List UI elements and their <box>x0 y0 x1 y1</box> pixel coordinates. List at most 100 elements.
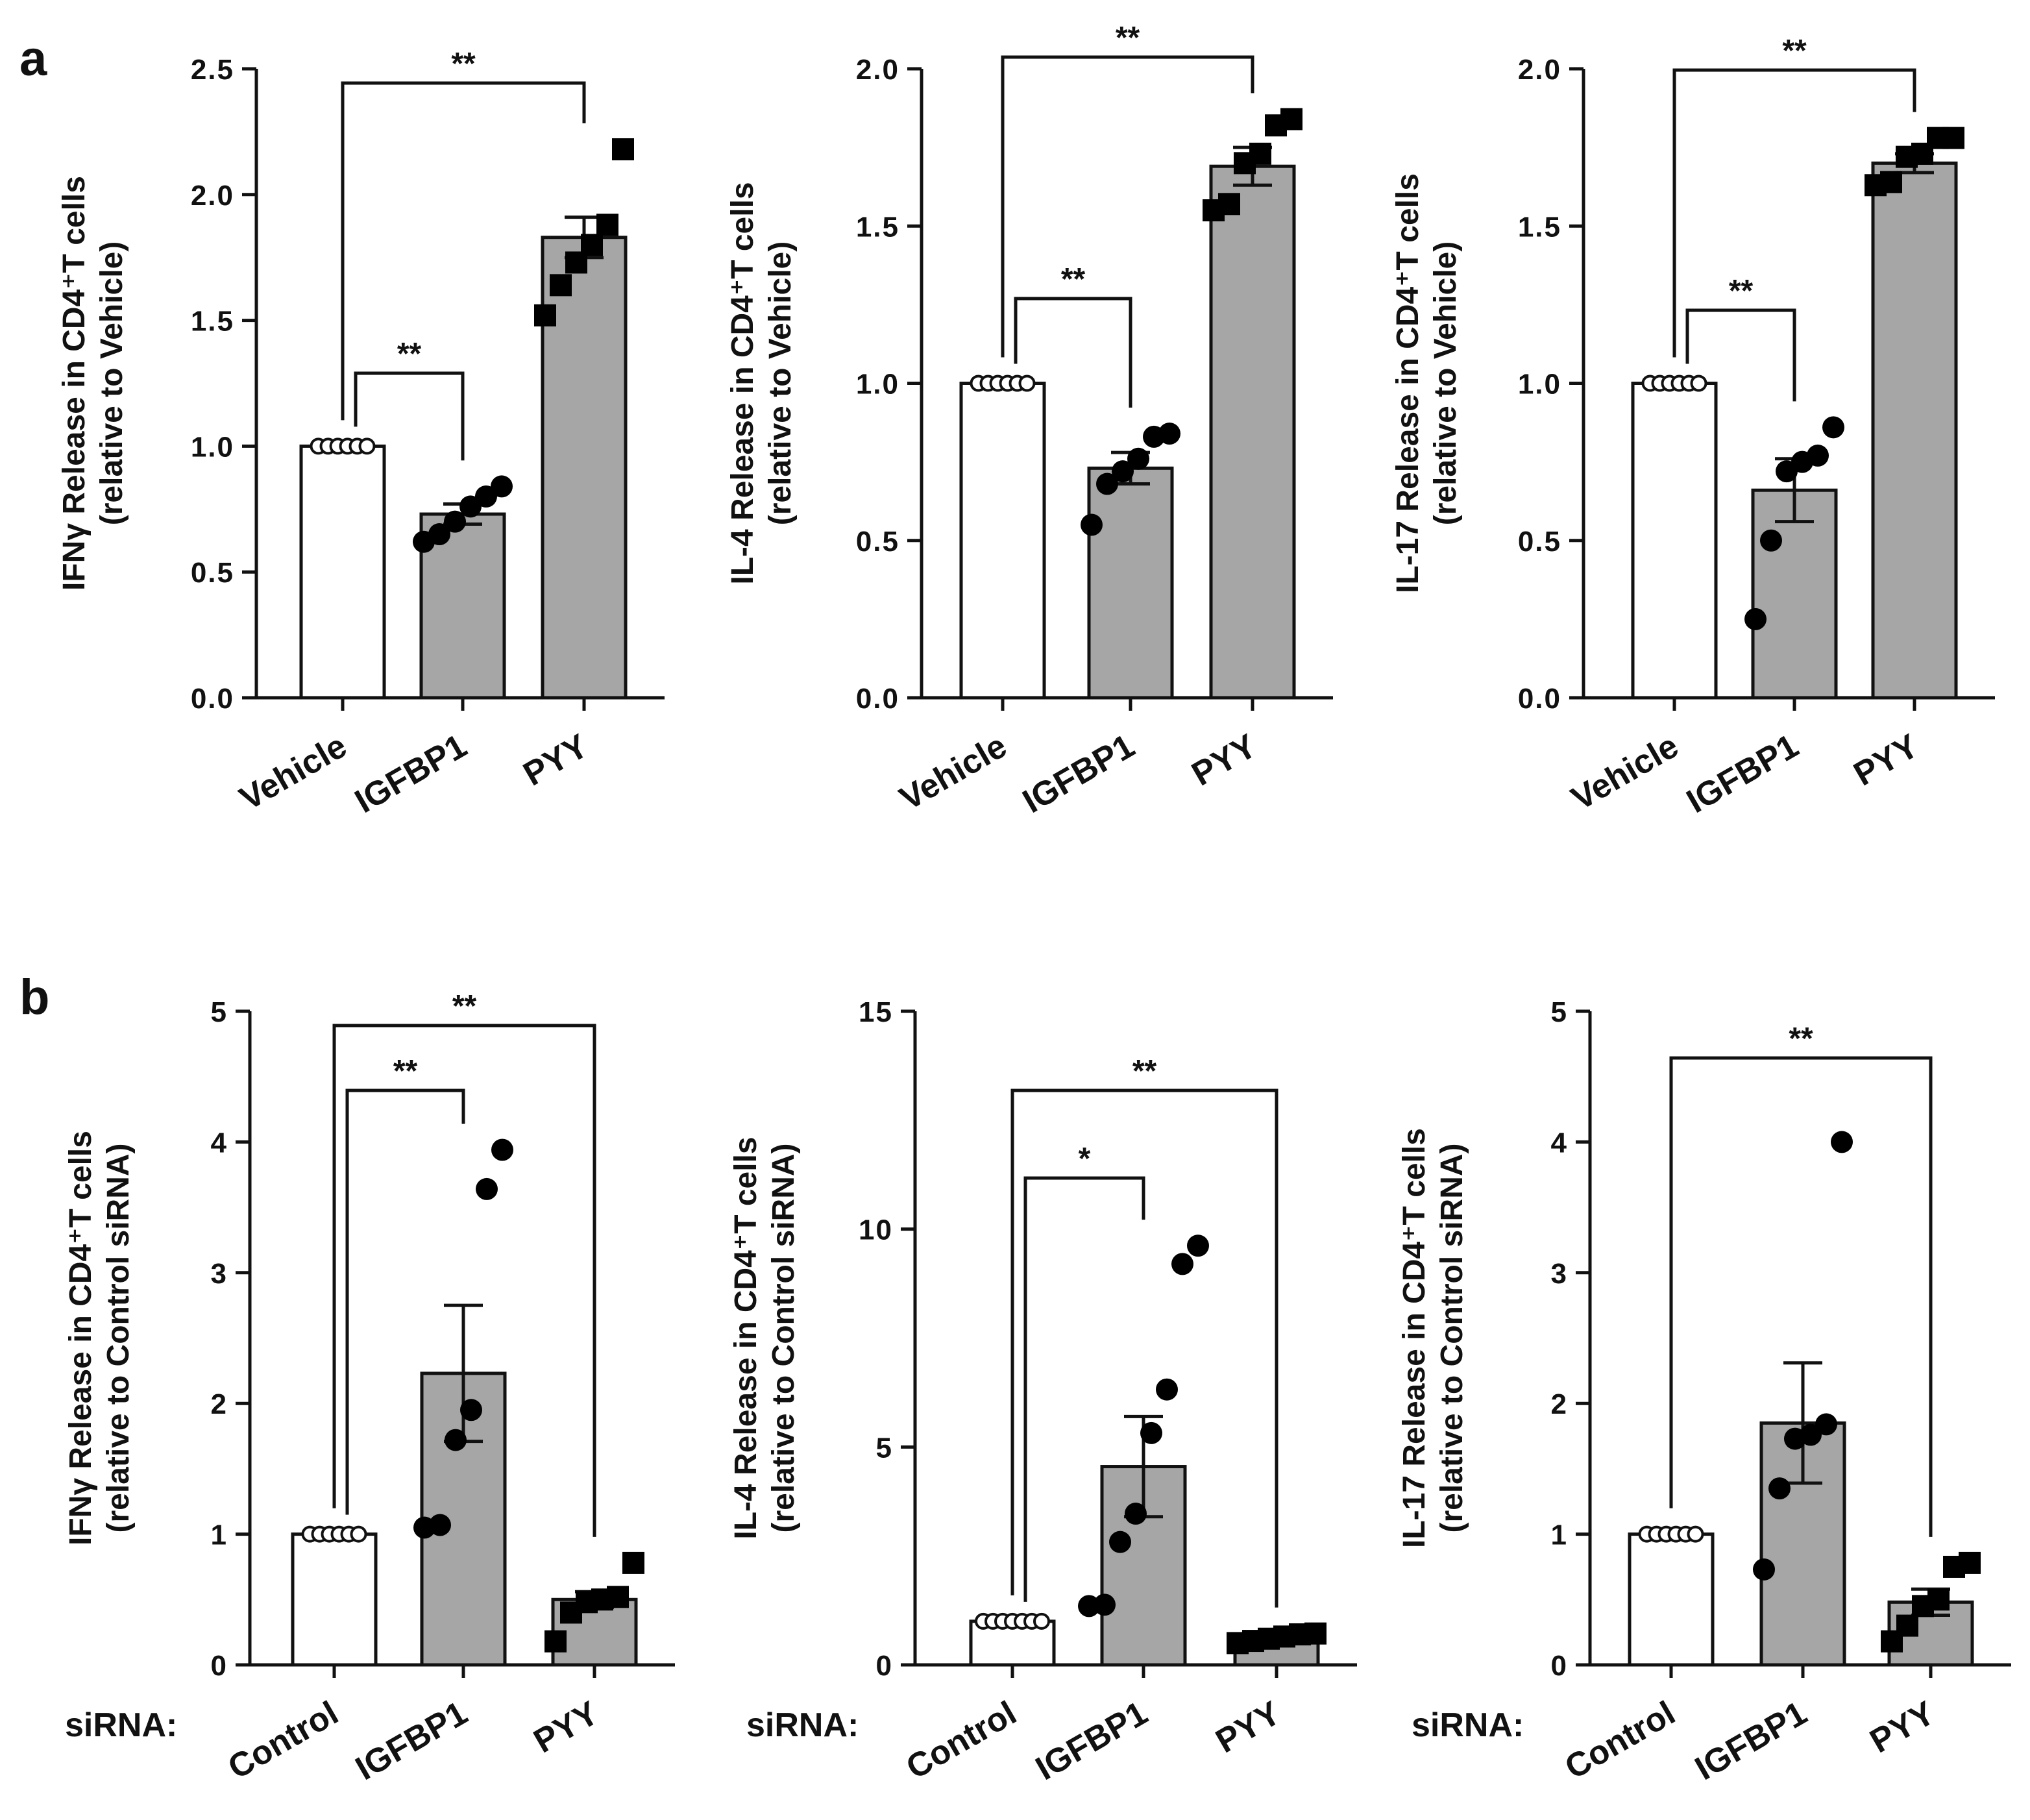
data-point <box>491 475 513 498</box>
category-label: IGFBP1 <box>349 727 473 820</box>
y-axis-label: (relative to Vehicle) <box>763 241 798 526</box>
y-tick-label: 1 <box>1551 1519 1568 1551</box>
significance-label: ** <box>1132 1054 1157 1088</box>
chart-6: 0 1 2 3 4 5 IL-17 Release in CD4⁺T cells (relat… <box>1397 996 2011 1788</box>
data-point <box>1753 1558 1775 1580</box>
y-tick-label: 1.5 <box>1518 211 1561 243</box>
category-prefix: siRNA: <box>1412 1706 1524 1744</box>
category-label: IGFBP1 <box>1029 1694 1154 1788</box>
y-tick-label: 1.5 <box>856 211 899 243</box>
category-label: PYY <box>528 1694 605 1760</box>
y-axis-label: IL-17 Release in CD4⁺T cells <box>1397 1128 1432 1548</box>
category-label: IGFBP1 <box>1689 1694 1813 1788</box>
data-point <box>491 1138 513 1161</box>
y-tick-label: 1 <box>211 1519 228 1551</box>
y-axis-label: (relative to Control siRNA) <box>1435 1143 1469 1532</box>
data-point <box>1880 171 1902 193</box>
y-tick-label: 0 <box>1551 1650 1568 1682</box>
y-tick-label: 5 <box>1551 996 1568 1028</box>
data-point <box>475 485 497 508</box>
bar-pyy <box>1871 161 1958 700</box>
data-point <box>1187 1235 1209 1257</box>
data-point <box>1768 1477 1791 1500</box>
significance-bracket <box>341 81 586 421</box>
significance-label: ** <box>397 337 422 371</box>
y-axis-label: IL-17 Release in CD4⁺T cells <box>1391 173 1425 593</box>
significance-bracket <box>332 1024 596 1537</box>
y-axis-label: IFNγ Release in CD4⁺T cells <box>64 1131 98 1545</box>
data-point <box>428 523 450 546</box>
bar-vehicle <box>299 444 386 700</box>
y-tick-label: 0.5 <box>856 526 899 558</box>
y-axis-label: IL-4 Release in CD4⁺T cells <box>726 182 760 584</box>
category-label: PYY <box>517 727 594 793</box>
category-label: PYY <box>1186 727 1263 793</box>
y-tick-label: 1.0 <box>1518 369 1561 400</box>
data-point <box>1158 423 1180 445</box>
significance-label: ** <box>1782 34 1807 68</box>
data-point <box>444 510 466 533</box>
data-point <box>1304 1622 1327 1645</box>
category-label: Vehicle <box>234 727 353 818</box>
bar-vehicle <box>1631 382 1718 700</box>
y-tick-label: 5 <box>211 996 228 1028</box>
chart-1: 0.0 0.5 1.0 1.5 2.0 2.5 IFNγ Release in CD4⁺T … <box>57 47 665 820</box>
y-tick-label: 2 <box>1551 1388 1568 1420</box>
data-point <box>1744 608 1767 630</box>
category-label: Vehicle <box>1565 727 1685 818</box>
significance-bracket <box>1010 1088 1278 1608</box>
significance-bracket <box>354 371 465 461</box>
category-label: Control <box>222 1694 345 1787</box>
y-tick-label: 1.0 <box>191 431 234 463</box>
y-axis-label: IL-4 Release in CD4⁺T cells <box>729 1137 763 1539</box>
charts: 0.0 0.5 1.0 1.5 2.0 2.5 IFNγ Release in CD4⁺T … <box>57 21 2011 1788</box>
data-point <box>612 138 634 161</box>
data-point <box>1018 375 1036 392</box>
data-point <box>358 437 376 455</box>
y-tick-label: 2.0 <box>856 54 899 86</box>
significance-label: ** <box>1729 274 1754 308</box>
y-tick-label: 10 <box>859 1214 893 1246</box>
y-axis-label: (relative to Vehicle) <box>95 241 129 526</box>
data-point <box>1807 444 1829 467</box>
category-label: PYY <box>1864 1694 1941 1760</box>
significance-bracket <box>345 1088 465 1515</box>
data-point <box>1096 473 1118 495</box>
data-point <box>1127 447 1149 470</box>
chart-2: 0.0 0.5 1.0 1.5 2.0 IL-4 Release in CD4⁺T cel… <box>726 21 1333 820</box>
bar-igfbp1 <box>419 512 506 700</box>
data-point <box>459 495 482 518</box>
significance-label: ** <box>452 989 477 1024</box>
data-point <box>1831 1131 1853 1153</box>
data-point <box>596 214 618 236</box>
data-point <box>1140 1421 1162 1444</box>
category-label: IGFBP1 <box>1016 727 1141 820</box>
bar-vehicle <box>959 382 1046 700</box>
category-label: Control <box>900 1694 1023 1787</box>
y-tick-label: 1.5 <box>191 306 234 338</box>
category-label: PYY <box>1210 1694 1287 1760</box>
significance-bracket <box>1014 297 1132 408</box>
chart-4: 0 1 2 3 4 5 IFNγ Release in CD4⁺T cells (relati… <box>64 989 675 1788</box>
data-point <box>1815 1413 1837 1436</box>
data-point <box>1822 416 1844 439</box>
y-tick-label: 3 <box>211 1258 228 1290</box>
data-point <box>1112 460 1134 483</box>
bar-control <box>1628 1532 1715 1667</box>
data-point <box>1959 1551 1981 1574</box>
significance-bracket <box>1023 1176 1145 1602</box>
data-point <box>1094 1593 1116 1616</box>
y-tick-label: 2.5 <box>191 54 234 86</box>
category-label: PYY <box>1848 727 1925 793</box>
data-point <box>544 1630 567 1653</box>
significance-label: ** <box>1061 262 1086 297</box>
y-tick-label: 0.0 <box>1518 683 1561 715</box>
data-point <box>1125 1503 1147 1525</box>
bar-control <box>291 1532 378 1667</box>
y-axis-label: (relative to Control siRNA) <box>101 1143 136 1532</box>
bar-igfbp1 <box>1751 488 1838 700</box>
significance-label: ** <box>1116 21 1140 55</box>
data-point <box>476 1177 498 1200</box>
category-prefix: siRNA: <box>746 1706 859 1744</box>
